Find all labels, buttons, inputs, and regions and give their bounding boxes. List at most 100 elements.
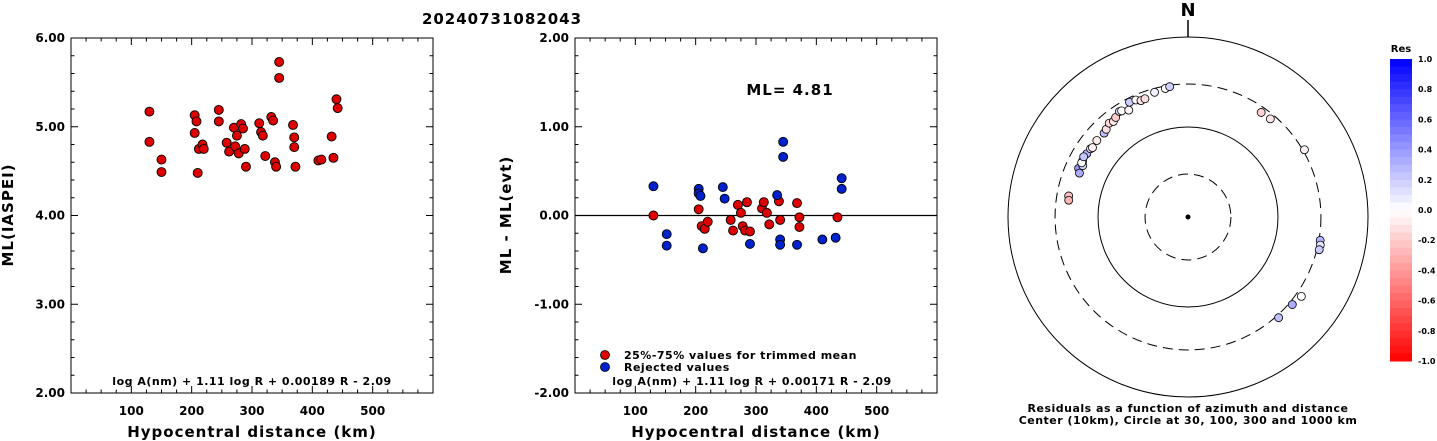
- colorbar-tick-label: -1.0: [1418, 357, 1436, 366]
- x-tick-label: 100: [623, 404, 648, 418]
- x-tick-label: 500: [864, 404, 889, 418]
- x-tick-label: 200: [683, 404, 708, 418]
- colorbar-cell: [1390, 247, 1412, 256]
- data-point: [661, 240, 672, 251]
- data-point: [191, 116, 202, 127]
- y-tick-label: -1.00: [534, 297, 569, 311]
- data-point: [1140, 94, 1150, 104]
- x-tick-label: 500: [360, 404, 385, 418]
- colorbar-cell: [1390, 262, 1412, 271]
- data-point: [772, 190, 783, 201]
- colorbar-cell: [1390, 323, 1412, 332]
- colorbar-cell: [1390, 293, 1412, 302]
- colorbar-ticks: 1.0 0.8 0.6 0.4 0.2 0.0 -0.2 -0.4 -0.6 -0.8 -1.0: [1418, 55, 1436, 366]
- formula-label: log A(nm) + 1.11 log R + 0.00189 R - 2.0…: [112, 375, 391, 388]
- colorbar-cell: [1390, 164, 1412, 173]
- data-point: [745, 238, 755, 249]
- colorbar-cell: [1390, 210, 1412, 219]
- colorbar-tick-label: 0.4: [1418, 146, 1433, 155]
- x-axis-label: Hypocentral distance (km): [631, 423, 881, 441]
- x-tick-label: 100: [119, 404, 144, 418]
- colorbar-cell: [1390, 300, 1412, 309]
- data-point: [156, 167, 167, 177]
- axis-ticks: 100 200 300 400 500 -2.00 -1.00 0.00 1.00 2.00: [534, 31, 937, 418]
- data-point: [758, 197, 769, 208]
- data-points: [648, 136, 847, 254]
- data-points: [1064, 82, 1325, 323]
- data-point: [192, 167, 203, 178]
- data-point: [239, 143, 250, 154]
- colorbar-cell: [1390, 149, 1412, 158]
- data-point: [257, 130, 268, 141]
- data-point: [144, 106, 155, 117]
- colorbar-cell: [1390, 157, 1412, 166]
- x-tick-label: 400: [300, 404, 325, 418]
- data-point: [1256, 108, 1266, 117]
- colorbar-cell: [1390, 104, 1412, 113]
- caption-line-1: Residuals as a function of azimuth and d…: [1028, 402, 1349, 415]
- figure-title: 20240731082043: [422, 10, 582, 28]
- colorbar-cell: [1390, 315, 1412, 324]
- distance-ring: [1007, 36, 1369, 398]
- data-point: [775, 239, 786, 250]
- data-point: [260, 151, 271, 161]
- data-point: [836, 173, 847, 184]
- colorbar-tick-label: 0.8: [1418, 85, 1433, 94]
- data-point: [290, 161, 301, 172]
- data-point: [1150, 87, 1159, 97]
- y-tick-label: 5.00: [35, 120, 65, 134]
- data-point: [1314, 245, 1324, 255]
- data-point: [832, 212, 843, 223]
- data-point: [189, 128, 200, 138]
- data-point: [728, 225, 739, 236]
- center-dot: [1185, 214, 1191, 220]
- colorbar-cell: [1390, 119, 1412, 128]
- data-point: [289, 132, 300, 143]
- residual-vs-distance-plot: 100 200 300 400 500 -2.00 -1.00 0.00 1.00 2.00 ML…: [497, 31, 938, 441]
- data-point: [156, 154, 167, 165]
- data-point: [778, 136, 789, 147]
- colorbar-cell: [1390, 353, 1412, 362]
- data-point: [241, 161, 251, 172]
- y-axis-label: ML - ML(evt): [497, 156, 515, 274]
- legend-label-trimmed: 25%-75% values for trimmed mean: [624, 349, 857, 362]
- distance-ring: [1097, 126, 1279, 308]
- data-point: [745, 226, 755, 237]
- plot-frame: [70, 37, 434, 394]
- ml-vs-distance-plot: 100 200 300 400 500 2.00 3.00 4.00 5.00 6.00 log …: [0, 31, 434, 441]
- data-point: [817, 234, 828, 245]
- caption-line-2: Center (10km), Circle at 30, 100, 300 an…: [1019, 414, 1358, 427]
- data-point: [719, 193, 730, 204]
- data-point: [778, 151, 789, 162]
- data-point: [1287, 300, 1297, 309]
- colorbar-tick-label: 0.0: [1418, 206, 1433, 215]
- colorbar-cell: [1390, 96, 1412, 105]
- data-point: [144, 136, 155, 147]
- data-point: [830, 232, 841, 243]
- data-point: [198, 143, 209, 154]
- north-label: N: [1180, 0, 1195, 21]
- data-point: [1088, 143, 1097, 153]
- y-tick-label: 4.00: [35, 209, 65, 223]
- data-point: [1274, 313, 1284, 323]
- data-point: [761, 207, 772, 218]
- data-point: [213, 116, 224, 127]
- azimuth-distance-plot: N Residuals as a function of azimuth and…: [1007, 0, 1369, 427]
- data-point: [775, 214, 786, 225]
- y-axis-label: ML(IASPEI): [0, 163, 17, 266]
- x-tick-label: 200: [179, 404, 204, 418]
- data-point: [693, 204, 704, 215]
- colorbar-cell: [1390, 345, 1412, 354]
- data-point: [326, 131, 337, 142]
- y-tick-label: 2.00: [35, 386, 65, 400]
- colorbar-cell: [1390, 126, 1412, 135]
- data-point: [254, 118, 265, 129]
- colorbar-cell: [1390, 81, 1412, 90]
- data-point: [271, 161, 282, 172]
- data-point: [274, 57, 285, 67]
- distance-ring: [1054, 83, 1322, 351]
- formula-label: log A(nm) + 1.11 log R + 0.00171 R - 2.0…: [612, 375, 891, 388]
- colorbar-cell: [1390, 285, 1412, 294]
- colorbar-cell: [1390, 202, 1412, 211]
